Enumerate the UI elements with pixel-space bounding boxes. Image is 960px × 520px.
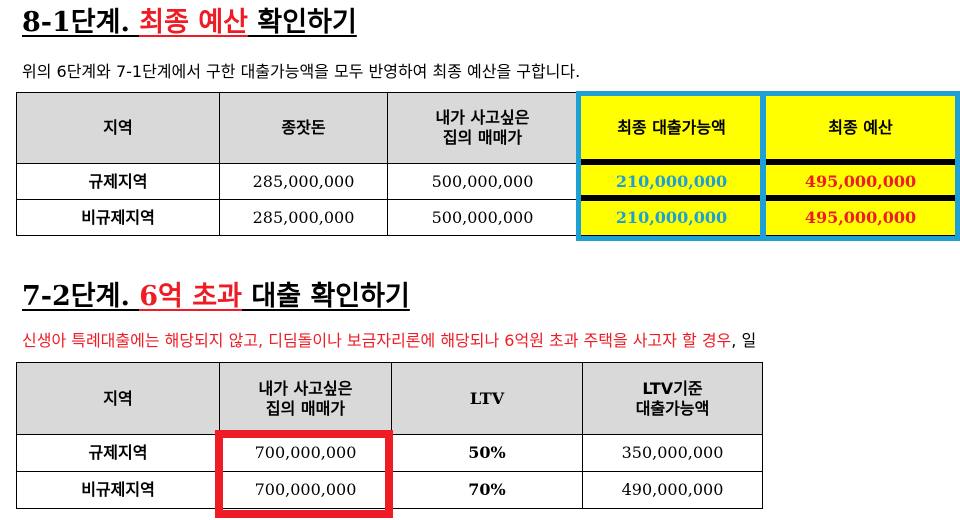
- table-header-row: 지역 종잣돈 내가 사고싶은 집의 매매가 최종 대출가능액 최종 예산: [16, 92, 960, 164]
- header-region: 지역: [16, 92, 220, 164]
- row-ltv-loan: 350,000,000: [582, 434, 763, 472]
- section1-title-prefix: 8-1단계.: [22, 7, 140, 38]
- budget-column-highlight-box: [760, 91, 960, 241]
- row-region: 규제지역: [16, 434, 220, 472]
- header-seed-money: 종잣돈: [219, 92, 388, 164]
- row-region: 비규제지역: [16, 199, 220, 236]
- final-budget-table: 지역 종잣돈 내가 사고싶은 집의 매매가 최종 대출가능액 최종 예산 규제지…: [16, 92, 960, 236]
- header-house-price-line1: 내가 사고싶은: [435, 108, 530, 127]
- section2-description: 신생아 특례대출에는 해당되지 않고, 디딤돌이나 보금자리론에 해당되나 6억…: [22, 331, 756, 351]
- row-region: 규제지역: [16, 163, 220, 200]
- row-ltv: 50%: [391, 434, 583, 472]
- row-separator-bar: [578, 159, 960, 165]
- header-ltv-loan: LTV기준 대출가능액: [582, 362, 763, 435]
- section1-title: 8-1단계. 최종 예산 확인하기: [22, 6, 357, 40]
- section2-title: 7-2단계. 6억 초과 대출 확인하기: [22, 280, 410, 314]
- header-ltv-loan-line1: LTV기준: [642, 378, 703, 398]
- price-highlight-box: [215, 430, 393, 518]
- row-final-budget: 495,000,000: [765, 199, 956, 236]
- header-region: 지역: [16, 362, 220, 435]
- section1-description: 위의 6단계와 7-1단계에서 구한 대출가능액을 모두 반영하여 최종 예산을…: [22, 62, 581, 81]
- header-house-price: 내가 사고싶은 집의 매매가: [219, 362, 392, 435]
- row-region: 비규제지역: [16, 471, 220, 509]
- row-seed: 285,000,000: [219, 163, 388, 200]
- row-price: 500,000,000: [387, 199, 578, 236]
- section2-title-prefix: 7-2단계.: [22, 281, 140, 312]
- section2-description-red: 신생아 특례대출에는 해당되지 않고, 디딤돌이나 보금자리론에 해당되나 6억…: [22, 331, 732, 350]
- table-row: 규제지역 285,000,000 500,000,000 210,000,000…: [16, 163, 960, 200]
- row-ltv: 70%: [391, 471, 583, 509]
- row-seed: 285,000,000: [219, 199, 388, 236]
- over-600m-loan-table: 지역 내가 사고싶은 집의 매매가 LTV LTV기준 대출가능액 규제지역 7…: [16, 362, 763, 509]
- table-row: 비규제지역 700,000,000 70% 490,000,000: [16, 471, 763, 509]
- header-ltv: LTV: [391, 362, 583, 435]
- row-ltv-loan: 490,000,000: [582, 471, 763, 509]
- row-final-loan: 210,000,000: [577, 199, 766, 236]
- header-house-price-line1: 내가 사고싶은: [258, 378, 353, 398]
- section1-title-highlight: 최종 예산: [139, 7, 249, 38]
- section1-title-suffix: 확인하기: [248, 7, 357, 38]
- row-separator-bar: [578, 195, 960, 201]
- row-price: 500,000,000: [387, 163, 578, 200]
- table-row: 규제지역 700,000,000 50% 350,000,000: [16, 434, 763, 472]
- section2-title-highlight: 6억 초과: [139, 281, 242, 312]
- table-header-row: 지역 내가 사고싶은 집의 매매가 LTV LTV기준 대출가능액: [16, 362, 763, 435]
- row-price: 700,000,000: [219, 471, 392, 509]
- row-final-budget: 495,000,000: [765, 163, 956, 200]
- loan-column-highlight-box: [576, 91, 766, 241]
- header-house-price-line2: 집의 매매가: [442, 128, 523, 147]
- section2-description-black: , 일: [731, 331, 757, 350]
- header-house-price: 내가 사고싶은 집의 매매가: [387, 92, 578, 164]
- header-final-loan: 최종 대출가능액: [577, 92, 766, 164]
- header-house-price-line2: 집의 매매가: [265, 398, 346, 418]
- section2-title-suffix: 대출 확인하기: [241, 281, 410, 312]
- header-ltv-loan-line2: 대출가능액: [635, 398, 710, 418]
